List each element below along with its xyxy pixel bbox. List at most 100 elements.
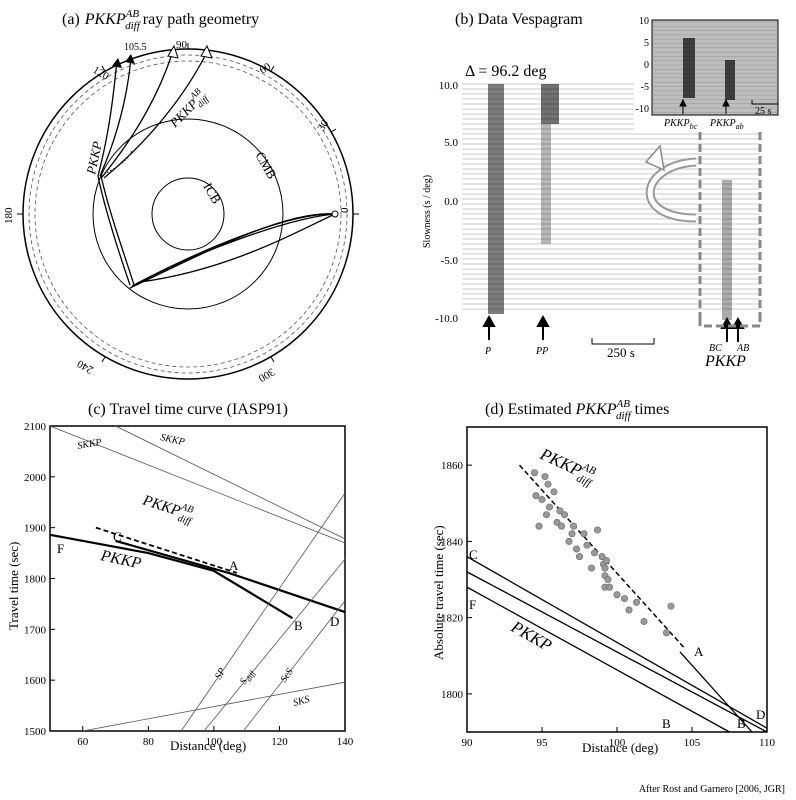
- panel-a-title: (a) PKKPAB diff ray path geometry: [62, 8, 259, 32]
- d-xtick-label: 90: [462, 737, 474, 749]
- dashed-ring-inner: [34, 60, 342, 368]
- c-ytick-label: 1500: [24, 726, 47, 738]
- panel-d: (d) Estimated PKKPAB diff times 90 95 100 105 1…: [431, 398, 776, 755]
- d-data-point: [605, 583, 613, 591]
- label-d-d: D: [756, 707, 765, 722]
- label-pkkp: PKKP: [83, 140, 105, 177]
- pp-energy-lower: [541, 124, 551, 244]
- label-d-f: F: [469, 597, 476, 612]
- c-xtick-label: 60: [77, 736, 89, 748]
- inset-ytick-neg10: -10: [636, 104, 649, 115]
- label-c-f: F: [57, 541, 64, 556]
- d-data-point: [553, 518, 561, 526]
- label-ab: AB: [736, 343, 749, 354]
- label-bc: BC: [709, 343, 722, 354]
- station-triangle-105: [125, 54, 135, 64]
- label-d-pkkpdiff: PKKPABdiff: [535, 442, 600, 490]
- label-c-a: A: [229, 558, 239, 573]
- scale-label-250: 250 s: [607, 345, 635, 360]
- tick-label-0: 0: [339, 207, 351, 213]
- zoom-box: [698, 132, 762, 328]
- panel-c-title: (c) Travel time curve (IASP91): [88, 401, 288, 418]
- vesp-ylabel: Slowness (s / deg): [422, 175, 433, 248]
- label-c-pkkpdiff: PKKPABdiff: [139, 489, 198, 528]
- vespagram-traces: [462, 83, 760, 310]
- inset-arrows: [679, 98, 730, 114]
- inset-ytick-5: 5: [644, 38, 649, 49]
- d-data-point: [560, 511, 568, 519]
- panel-c-curves: [49, 425, 346, 732]
- inset-ytick-0: 0: [644, 60, 649, 71]
- d-data-point: [556, 507, 564, 515]
- label-c-scs: ScS: [278, 667, 295, 685]
- d-data-point: [542, 511, 550, 519]
- d-data-point: [662, 629, 670, 637]
- tick-label-105-5: 105.5: [124, 42, 147, 53]
- label-d-a: A: [694, 644, 704, 659]
- panel-c-frame: [49, 425, 346, 732]
- d-data-point: [568, 530, 576, 538]
- inset-ytick-10: 10: [639, 16, 649, 27]
- label-d-b-1: B: [662, 716, 671, 731]
- d-data-point: [601, 564, 609, 572]
- d-xtick-label: 95: [537, 737, 549, 749]
- d-data-point: [598, 553, 606, 561]
- label-c-b: B: [294, 618, 303, 633]
- panel-c: (c) Travel time curve (IASP91) 60 80 100 12…: [6, 401, 354, 753]
- panel-c-ticks: 60 80 100 120 140 2100 2000 1900 1800 1700 1600 150…: [24, 421, 354, 748]
- vesp-ytick-0: 0.0: [444, 196, 458, 208]
- arrow-label-pp: PP: [535, 346, 548, 357]
- d-curve-5: [679, 651, 753, 733]
- d-data-point: [532, 492, 540, 500]
- panel-d-curves: [466, 464, 768, 733]
- d-data-point: [545, 503, 553, 511]
- phase-arrows: [482, 314, 745, 342]
- vesp-ytick-neg10: -10.0: [435, 313, 458, 325]
- inset-bc-energy: [683, 38, 695, 98]
- d-data-point: [632, 598, 640, 606]
- inset-ab-energy: [725, 60, 735, 100]
- label-c-skkp-2: SKKP: [159, 432, 185, 448]
- c-ytick-label: 1800: [24, 574, 47, 586]
- d-data-point: [640, 617, 648, 625]
- p-energy: [488, 84, 504, 314]
- tick-label-240: 240: [75, 357, 96, 376]
- c-curve-skkp: [115, 425, 346, 540]
- vesp-ytick-neg5: -5.0: [441, 255, 459, 267]
- panel-c-xlabel: Distance (deg): [170, 738, 246, 753]
- d-ytick-label: 1860: [441, 460, 464, 472]
- d-data-point: [557, 522, 565, 530]
- panel-c-ylabel: Travel time (sec): [6, 542, 21, 630]
- label-c-c: C: [113, 529, 122, 544]
- source-marker: [331, 210, 339, 218]
- tick-label-180: 180: [3, 207, 15, 224]
- label-pkkp-b: PKKP: [704, 353, 746, 370]
- c-xtick-label: 80: [143, 736, 155, 748]
- pp-energy: [541, 84, 559, 124]
- vesp-ytick-5: 5.0: [444, 137, 458, 149]
- inset-ytick-neg5: -5: [641, 82, 649, 93]
- c-ytick-label: 1700: [24, 624, 47, 636]
- label-d-b-2: B: [737, 716, 746, 731]
- panel-a: (a) PKKPAB diff ray path geometry 0 30 60 9…: [3, 8, 359, 384]
- inset-scale-label: 25 s: [755, 106, 772, 117]
- panel-d-title: (d) Estimated PKKPAB diff times: [485, 398, 669, 422]
- tick-label-60: 60: [258, 60, 274, 76]
- d-curve-2: [466, 556, 768, 729]
- c-ytick-label: 2000: [24, 472, 47, 484]
- d-data-point: [604, 575, 612, 583]
- d-data-point: [575, 553, 583, 561]
- c-curve-sp: [180, 492, 346, 732]
- label-c-skkp-1: SKKP: [77, 437, 103, 452]
- credit-line: After Rost and Garnero [2006, JGR]: [639, 784, 785, 795]
- inset-scale-bar: [751, 100, 779, 105]
- delta-label: Δ = 96.2 deg: [465, 63, 547, 80]
- panel-b: (b) Data Vespagram Δ = 96.2 deg 10.0 5.0…: [422, 6, 794, 370]
- panel-d-ylabel: Absolute travel time (sec): [431, 525, 446, 660]
- curved-arrow-core: [647, 159, 697, 221]
- c-curve-skkp: [49, 425, 346, 544]
- c-xtick-label: 100: [206, 736, 223, 748]
- d-data-point: [613, 591, 621, 599]
- d-ytick-label: 1820: [441, 613, 464, 625]
